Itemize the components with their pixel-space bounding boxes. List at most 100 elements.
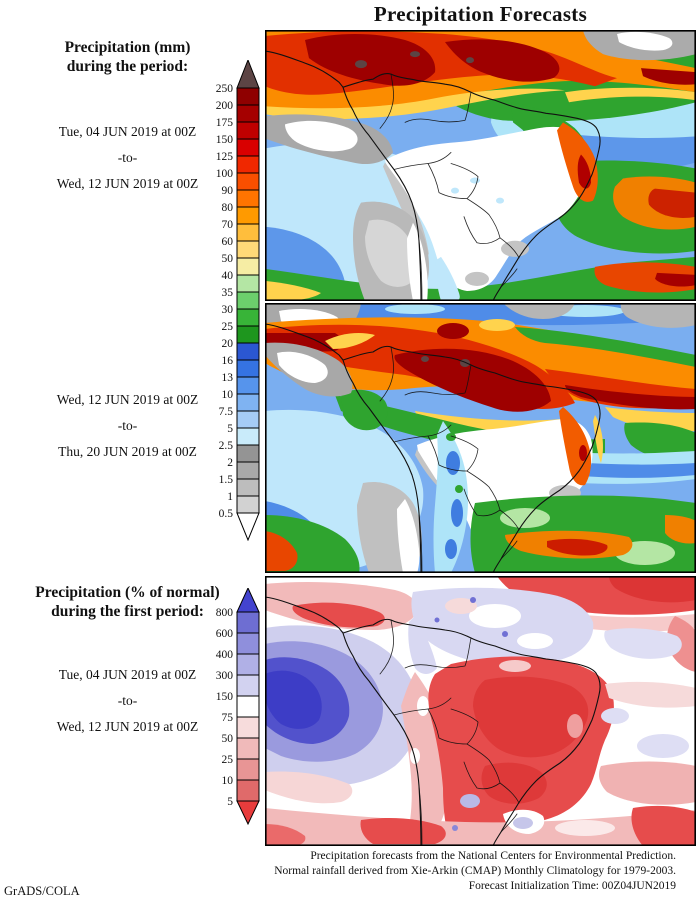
colorbar-segment (236, 376, 260, 395)
colorbar-label: 50 (222, 733, 234, 745)
colorbar-label: 400 (216, 649, 234, 661)
colorbar-label: 30 (222, 304, 234, 316)
colorbar-label: 600 (216, 628, 234, 640)
panel1-heading-line1: Precipitation (mm) (64, 39, 191, 56)
colorbar-label: 25 (222, 754, 234, 766)
colorbar-segment (236, 427, 260, 446)
colorbar-label: 75 (222, 712, 234, 724)
panel2-date-start: Wed, 12 JUN 2019 at 00Z (56, 392, 199, 407)
footer-notes: Precipitation forecasts from the Nationa… (180, 849, 676, 894)
colorbar-label: 800 (216, 607, 234, 619)
colorbar-label: 90 (222, 185, 234, 197)
colorbar-segment (236, 611, 260, 634)
colorbar-label: 0.5 (219, 508, 234, 520)
colorbar-segment (236, 325, 260, 344)
colorbar-segment (236, 257, 260, 276)
map-precip-period2 (265, 303, 696, 573)
panel1-dates: Tue, 04 JUN 2019 at 00Z -to- Wed, 12 JUN… (5, 124, 250, 192)
colorbar-label: 25 (222, 321, 234, 333)
colorbar-label: 20 (222, 338, 234, 350)
colorbar-segment (236, 291, 260, 310)
colorbar-label: 16 (222, 355, 234, 367)
colorbar-segment (236, 274, 260, 293)
colorbar-label: 60 (222, 236, 234, 248)
colorbar-segment (236, 478, 260, 497)
colorbar-label: 10 (222, 389, 234, 401)
colorbar-segment (236, 206, 260, 225)
footer-line3: Forecast Initialization Time: 00Z04JUN20… (468, 880, 676, 892)
panel3-heading-line2: during the first period: (51, 603, 204, 620)
colorbar-segment (236, 342, 260, 361)
colorbar-segment (236, 653, 260, 676)
colorbar-segment (236, 737, 260, 760)
colorbar-segment (236, 632, 260, 655)
colorbar-segment (236, 359, 260, 378)
map-precip-period1 (265, 30, 696, 301)
colorbar-segment (236, 223, 260, 242)
panel3-heading-line1: Precipitation (% of normal) (35, 584, 220, 601)
colorbar-arrow-up (236, 58, 260, 89)
colorbar-label: 10 (222, 775, 234, 787)
colorbar-segment (236, 393, 260, 412)
colorbar-label: 5 (227, 796, 233, 808)
colorbar-segment (236, 716, 260, 739)
colorbar-segment (236, 308, 260, 327)
grads-credit: GrADS/COLA (4, 884, 80, 898)
colorbar-segment (236, 138, 260, 157)
panel1-heading: Precipitation (mm) during the period: (5, 38, 250, 76)
colorbar-segment (236, 104, 260, 123)
colorbar-segment (236, 410, 260, 429)
panel3-date-start: Tue, 04 JUN 2019 at 00Z (58, 667, 197, 682)
colorbar-segment (236, 779, 260, 802)
colorbar-arrow-down (236, 800, 260, 826)
colorbar-label: 150 (216, 134, 234, 146)
panel2-dates: Wed, 12 JUN 2019 at 00Z -to- Thu, 20 JUN… (5, 392, 250, 460)
colorbar-percent: 800 600 400 300 150 75 50 25 10 5 (207, 586, 271, 826)
colorbar-label: 70 (222, 219, 234, 231)
colorbar-segment (236, 87, 260, 106)
colorbar-segment (236, 444, 260, 463)
colorbar-arrow-up (236, 586, 260, 613)
panel3-date-separator: -to- (117, 693, 138, 708)
colorbar-label: 1 (227, 491, 233, 503)
colorbar-label: 40 (222, 270, 234, 282)
colorbar-segment (236, 155, 260, 174)
colorbar-segment (236, 189, 260, 208)
panel3-date-end: Wed, 12 JUN 2019 at 00Z (56, 719, 199, 734)
colorbar-label: 80 (222, 202, 234, 214)
panel2-date-end: Thu, 20 JUN 2019 at 00Z (58, 444, 197, 459)
colorbar-label: 300 (216, 670, 234, 682)
colorbar-segment (236, 695, 260, 718)
page-title: Precipitation Forecasts (373, 2, 588, 26)
colorbar-label: 7.5 (219, 406, 234, 418)
panel1-date-start: Tue, 04 JUN 2019 at 00Z (58, 124, 197, 139)
colorbar-label: 35 (222, 287, 234, 299)
colorbar-segment (236, 461, 260, 480)
colorbar-label: 2 (227, 457, 233, 469)
colorbar-segment (236, 674, 260, 697)
colorbar-mm: 250 200 175 150 125 100 90 80 70 60 50 40 35 30 25 20 16… (207, 58, 271, 542)
colorbar-label: 1.5 (219, 474, 234, 486)
colorbar-label: 250 (216, 83, 234, 95)
panel3-heading: Precipitation (% of normal) during the f… (5, 583, 250, 621)
colorbar-label: 13 (222, 372, 234, 384)
colorbar-arrow-down (236, 512, 260, 542)
colorbar-label: 175 (216, 117, 234, 129)
panel2-date-separator: -to- (117, 418, 138, 433)
colorbar-label: 2.5 (219, 440, 234, 452)
colorbar-label: 100 (216, 168, 234, 180)
colorbar-segment (236, 121, 260, 140)
colorbar-label: 200 (216, 100, 234, 112)
colorbar-label: 50 (222, 253, 234, 265)
colorbar-segment (236, 240, 260, 259)
panel3-dates: Tue, 04 JUN 2019 at 00Z -to- Wed, 12 JUN… (5, 667, 250, 735)
panel1-date-end: Wed, 12 JUN 2019 at 00Z (56, 176, 199, 191)
colorbar-label: 150 (216, 691, 234, 703)
map-percent-normal (265, 576, 696, 846)
colorbar-segment (236, 172, 260, 191)
footer-line1: Precipitation forecasts from the Nationa… (310, 850, 676, 862)
panel1-heading-line2: during the period: (66, 58, 189, 75)
footer-line2: Normal rainfall derived from Xie-Arkin (… (274, 865, 676, 877)
colorbar-label: 5 (227, 423, 233, 435)
colorbar-segment (236, 758, 260, 781)
